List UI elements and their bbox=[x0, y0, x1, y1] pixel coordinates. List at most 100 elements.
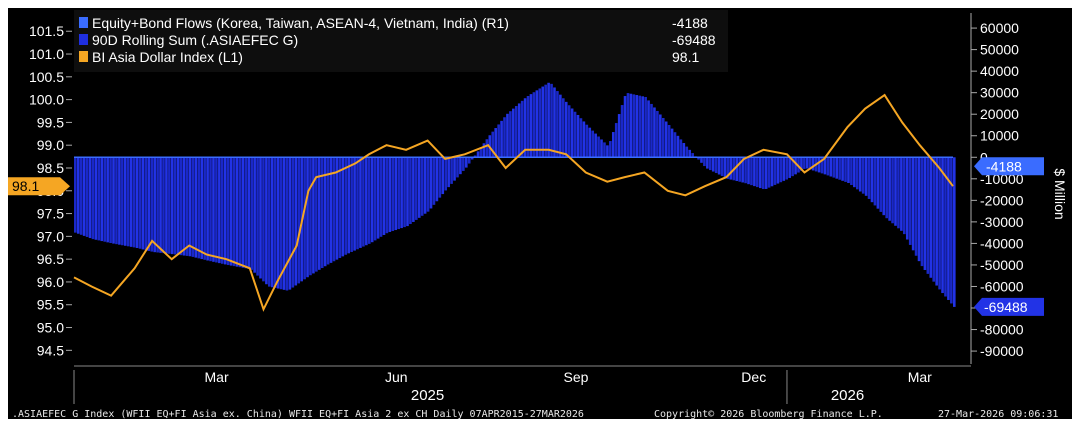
rolling-sum-bar bbox=[820, 157, 824, 174]
rolling-sum-bar bbox=[312, 157, 315, 274]
rolling-sum-bar bbox=[285, 157, 289, 291]
rolling-sum-bar bbox=[776, 157, 780, 184]
rolling-sum-bar bbox=[747, 157, 750, 185]
rolling-sum-bar bbox=[218, 157, 221, 264]
rolling-sum-bar bbox=[462, 157, 465, 171]
rolling-sum-bar bbox=[126, 157, 130, 247]
rolling-sum-bar bbox=[441, 157, 445, 195]
rolling-sum-bar bbox=[541, 86, 545, 158]
rolling-sum-bar bbox=[711, 157, 715, 172]
rolling-sum-bar bbox=[244, 157, 248, 269]
rolling-sum-bar bbox=[947, 157, 950, 300]
rolling-sum-bar bbox=[661, 117, 665, 158]
rolling-sum-bar bbox=[362, 157, 365, 247]
rolling-sum-bar bbox=[417, 157, 421, 218]
rolling-sum-bar bbox=[638, 95, 642, 158]
rolling-sum-bar bbox=[894, 157, 897, 226]
rolling-sum-bar bbox=[121, 157, 124, 246]
rolling-sum-bar bbox=[432, 157, 436, 205]
rolling-sum-bar bbox=[379, 157, 383, 237]
rolling-sum-bar bbox=[935, 157, 938, 286]
rolling-sum-bar bbox=[653, 107, 656, 158]
rolling-sum-bar bbox=[426, 157, 430, 212]
rolling-sum-bar bbox=[788, 157, 791, 178]
rolling-sum-bar bbox=[864, 157, 868, 196]
rolling-sum-bar bbox=[162, 157, 165, 254]
rolling-sum-bar bbox=[326, 157, 330, 265]
rolling-sum-bar bbox=[397, 157, 400, 230]
rolling-sum-bar bbox=[306, 157, 309, 278]
rolling-sum-bar bbox=[617, 114, 621, 158]
rolling-sum-bar bbox=[770, 157, 774, 187]
rolling-sum-bar bbox=[191, 157, 195, 257]
rolling-sum-bar bbox=[826, 157, 830, 176]
legend-swatch bbox=[79, 17, 88, 28]
legend-value: -4188 bbox=[672, 15, 708, 31]
rolling-sum-bar bbox=[753, 157, 756, 187]
left-tick-label: 101.5 bbox=[29, 23, 64, 39]
rolling-sum-bar bbox=[491, 131, 495, 158]
rolling-sum-bar bbox=[644, 96, 647, 158]
x-month-label: Mar bbox=[908, 369, 932, 385]
rolling-sum-bar bbox=[159, 157, 162, 253]
rolling-sum-bar bbox=[400, 157, 403, 229]
rolling-sum-bar bbox=[153, 157, 156, 253]
rolling-sum-bar bbox=[500, 120, 503, 158]
rolling-sum-bar bbox=[288, 157, 292, 290]
right-tick-label: 40000 bbox=[980, 63, 1019, 79]
rolling-sum-bar bbox=[232, 157, 236, 267]
rolling-sum-bar bbox=[744, 157, 747, 184]
left-tick-label: 97.5 bbox=[37, 206, 64, 222]
flow-current-label: -4188 bbox=[986, 158, 1022, 174]
rolling-sum-bar bbox=[279, 157, 283, 290]
rolling-sum-bar bbox=[385, 157, 389, 234]
rolling-sum-bar bbox=[118, 157, 121, 245]
rolling-sum-bar bbox=[482, 143, 486, 158]
x-month-label: Sep bbox=[564, 369, 589, 385]
rolling-sum-bar bbox=[673, 132, 677, 158]
rolling-sum-bar bbox=[338, 157, 342, 258]
rolling-sum-bar bbox=[256, 157, 259, 276]
rolling-sum-bar bbox=[726, 157, 730, 179]
rolling-sum-bar bbox=[882, 157, 886, 216]
rolling-sum-bar bbox=[188, 157, 192, 257]
rolling-sum-bar bbox=[832, 157, 836, 178]
rolling-sum-bar bbox=[512, 108, 515, 158]
rolling-sum-bar bbox=[853, 157, 856, 188]
rolling-sum-bar bbox=[350, 157, 353, 252]
right-axis-title: $ Million bbox=[1052, 168, 1068, 219]
rolling-sum-bar bbox=[282, 157, 286, 290]
rolling-sum-bar bbox=[453, 157, 456, 181]
rolling-sum-bar bbox=[650, 103, 653, 158]
rolling-sum-bar bbox=[808, 157, 812, 170]
rolling-sum-bar bbox=[879, 157, 883, 212]
rolling-sum-bar bbox=[320, 157, 324, 269]
rolling-sum-bar bbox=[585, 124, 589, 158]
rolling-sum-bar bbox=[341, 157, 345, 257]
rolling-sum-bar bbox=[297, 157, 301, 284]
legend-swatch bbox=[79, 34, 88, 45]
rolling-sum-bar bbox=[838, 157, 841, 180]
footer-timestamp: 27-Mar-2026 09:06:31 bbox=[938, 409, 1059, 420]
rolling-sum-bar bbox=[241, 157, 245, 268]
rolling-sum-bar bbox=[858, 157, 862, 192]
rolling-sum-bar bbox=[485, 139, 489, 158]
left-tick-label: 99.0 bbox=[37, 137, 64, 153]
legend: Equity+Bond Flows (Korea, Taiwan, ASEAN-… bbox=[74, 10, 728, 72]
rolling-sum-bar bbox=[782, 157, 786, 181]
rolling-sum-bar bbox=[138, 157, 142, 249]
rolling-sum-bar bbox=[520, 100, 524, 158]
rolling-sum-bar bbox=[606, 145, 609, 158]
rolling-sum-bar bbox=[156, 157, 159, 253]
rolling-sum-bar bbox=[929, 157, 933, 278]
rolling-sum-bar bbox=[944, 157, 947, 297]
rolling-sum-bar bbox=[676, 135, 680, 158]
rolling-sum-bar bbox=[291, 157, 295, 288]
rolling-sum-bar bbox=[370, 157, 374, 243]
left-axis-ticks: 101.5101.0100.5100.099.599.098.598.097.5… bbox=[29, 23, 72, 358]
x-month-label: Mar bbox=[205, 369, 229, 385]
rolling-sum-bar bbox=[194, 157, 198, 258]
rolling-sum-bar bbox=[203, 157, 206, 260]
rolling-sum-bar bbox=[629, 93, 633, 158]
rolling-sum-bar bbox=[420, 157, 424, 216]
